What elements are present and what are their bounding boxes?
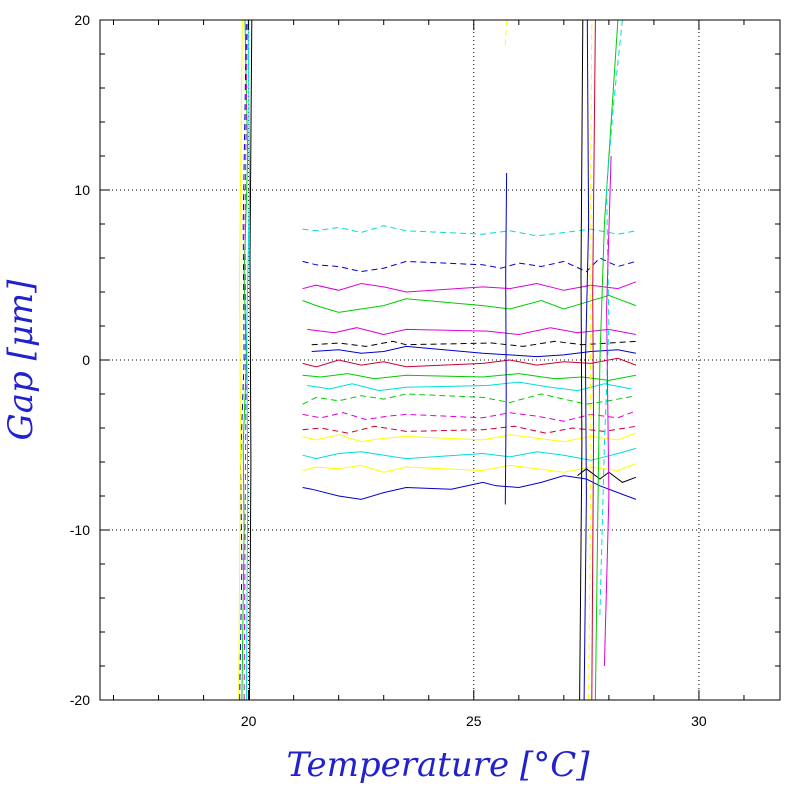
y-tick-label: 20 — [74, 12, 90, 28]
trace-line — [302, 281, 637, 293]
minor-ticks — [100, 19, 780, 701]
trace-line — [241, 19, 249, 701]
x-tick-label: 20 — [241, 713, 257, 729]
x-axis-title: Temperature [°C] — [286, 745, 590, 785]
y-tick-label: 0 — [82, 352, 90, 368]
y-tick-label: 10 — [74, 182, 90, 198]
trace-line — [583, 19, 590, 701]
trace-line — [311, 340, 636, 347]
trace-line — [504, 172, 508, 505]
gridlines — [100, 20, 780, 700]
trace-line — [302, 447, 637, 461]
tick-labels: 20 25 30 -20 -10 0 10 20 — [70, 12, 707, 729]
trace-line — [594, 19, 619, 701]
trace-line — [238, 19, 243, 701]
trace-line — [245, 19, 251, 701]
x-tick-label: 25 — [466, 713, 482, 729]
data-traces — [238, 19, 637, 701]
trace-line — [243, 19, 248, 701]
trace-line — [239, 19, 247, 701]
y-axis-title: Gap [μm] — [1, 279, 41, 441]
trace-line — [579, 19, 584, 701]
trace-line — [302, 357, 637, 368]
trace-line — [307, 381, 632, 392]
trace-line — [249, 19, 253, 701]
trace-line — [302, 225, 636, 237]
trace-line — [603, 155, 612, 667]
trace-line — [588, 19, 593, 701]
trace-line — [577, 468, 637, 483]
trace-line — [504, 19, 508, 46]
y-tick-label: -10 — [70, 522, 90, 538]
trace-line — [302, 393, 636, 405]
trace-line — [599, 19, 623, 616]
y-tick-label: -20 — [70, 692, 90, 708]
trace-line — [311, 345, 636, 358]
trace-line — [307, 327, 636, 336]
trace-line — [591, 19, 596, 701]
trace-line — [302, 425, 636, 434]
x-tick-label: 30 — [691, 713, 707, 729]
trace-line — [302, 257, 637, 273]
